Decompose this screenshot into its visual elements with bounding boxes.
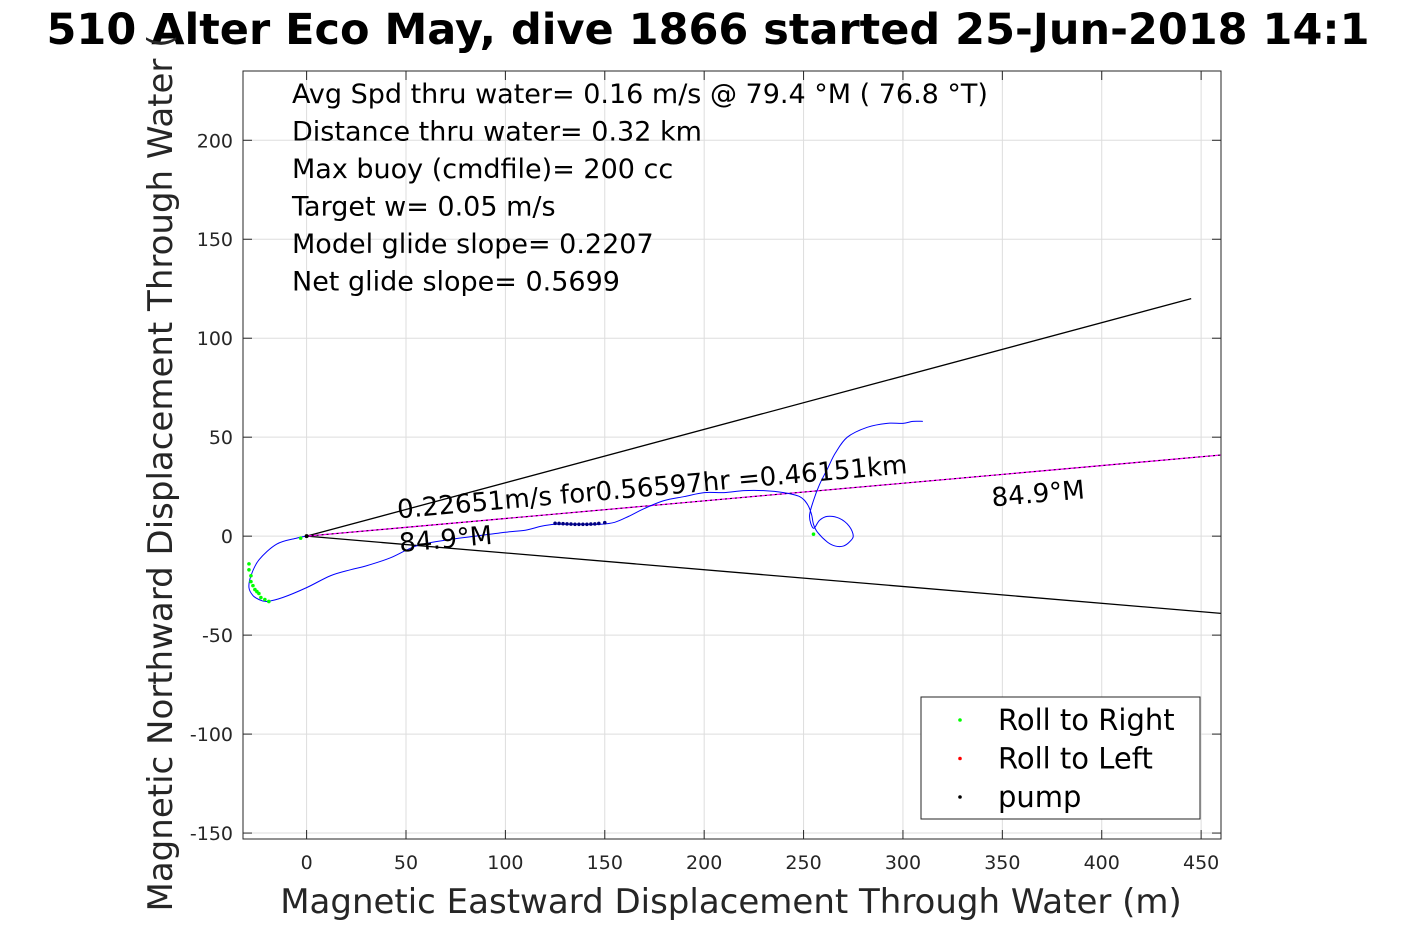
pump-point [589, 522, 593, 526]
pump-point [557, 521, 561, 526]
cone-line-upper [306, 298, 1192, 537]
axis-ticks: 0 50 100 150 200 250 300 350 400 450 -150 -100 -50 0 5… [190, 71, 1221, 874]
pump-point [577, 522, 581, 527]
pump-point [597, 521, 601, 526]
x-tick-label: 200 [686, 852, 722, 874]
x-tick-label: 300 [885, 852, 921, 874]
y-tick-label: -50 [202, 625, 233, 647]
x-tick-label: 0 [301, 852, 313, 874]
legend-label: Roll to Right [998, 703, 1175, 737]
x-axis-label: Magnetic Eastward Displacement Through W… [280, 882, 1182, 922]
pump-point [573, 522, 577, 527]
heading-line-magenta [306, 454, 1221, 537]
info-text-block: Avg Spd thru water= 0.16 m/s @ 79.4 °M (… [291, 79, 988, 298]
pump-point [561, 521, 565, 526]
series-group [247, 298, 1221, 614]
pump-point [565, 522, 569, 526]
x-tick-label: 350 [984, 852, 1020, 874]
info-line: Distance thru water= 0.32 km [292, 117, 702, 148]
plot-frame [242, 70, 1222, 840]
roll-right-point [249, 573, 253, 578]
x-tick-label: 100 [487, 852, 523, 874]
legend-label: pump [998, 780, 1081, 814]
info-line: Model glide slope= 0.2207 [292, 229, 654, 260]
y-tick-label: 200 [197, 130, 233, 152]
roll-right-point [249, 579, 253, 584]
y-tick-label: -100 [190, 724, 233, 746]
y-tick-label: -150 [190, 823, 233, 845]
x-tick-label: 250 [785, 852, 821, 874]
y-tick-label: 100 [197, 328, 233, 350]
y-tick-label: 150 [197, 229, 233, 251]
roll-right-point [257, 591, 261, 596]
x-tick-label: 150 [587, 852, 623, 874]
grid-lines [243, 71, 1221, 839]
y-axis-label: Magnetic Northward Displacement Through … [141, 35, 181, 912]
roll-right-point [247, 562, 251, 566]
info-line: Avg Spd thru water= 0.16 m/s @ 79.4 °M (… [292, 79, 988, 110]
roll-right-point [251, 583, 255, 588]
x-tick-label: 450 [1183, 852, 1219, 874]
roll-right-point [247, 568, 251, 572]
pump-point [569, 522, 573, 526]
legend: Roll to Right Roll to Left pump [920, 696, 1201, 820]
cone-line-lower [306, 535, 1221, 614]
legend-marker [958, 795, 962, 799]
dive-start-point [304, 534, 309, 539]
pump-point [553, 521, 557, 526]
legend-marker [958, 718, 962, 722]
series-layer [247, 298, 1221, 614]
info-line: Target w= 0.05 m/s [291, 192, 556, 223]
pump-point [585, 522, 589, 527]
x-tick-label: 400 [1084, 852, 1120, 874]
info-line: Net glide slope= 0.5699 [292, 267, 620, 298]
legend-marker [958, 756, 962, 761]
roll-right-point [259, 595, 263, 600]
pump-point [593, 522, 597, 526]
pump-point [581, 522, 585, 527]
glider-track-line [248, 420, 923, 603]
y-tick-label: 50 [209, 427, 233, 449]
pump-point [602, 520, 607, 525]
legend-box [920, 696, 1201, 820]
roll-right-point [267, 599, 271, 604]
roll-right-point [811, 532, 816, 536]
y-tick-label: 0 [221, 526, 233, 548]
chart-title: 510 Alter Eco May, dive 1866 started 25-… [46, 5, 1369, 55]
roll-right-point [298, 536, 303, 540]
legend-label: Roll to Left [998, 742, 1153, 776]
info-line: Max buoy (cmdfile)= 200 cc [292, 154, 673, 185]
roll-right-point [263, 597, 267, 602]
x-tick-label: 50 [394, 852, 418, 874]
